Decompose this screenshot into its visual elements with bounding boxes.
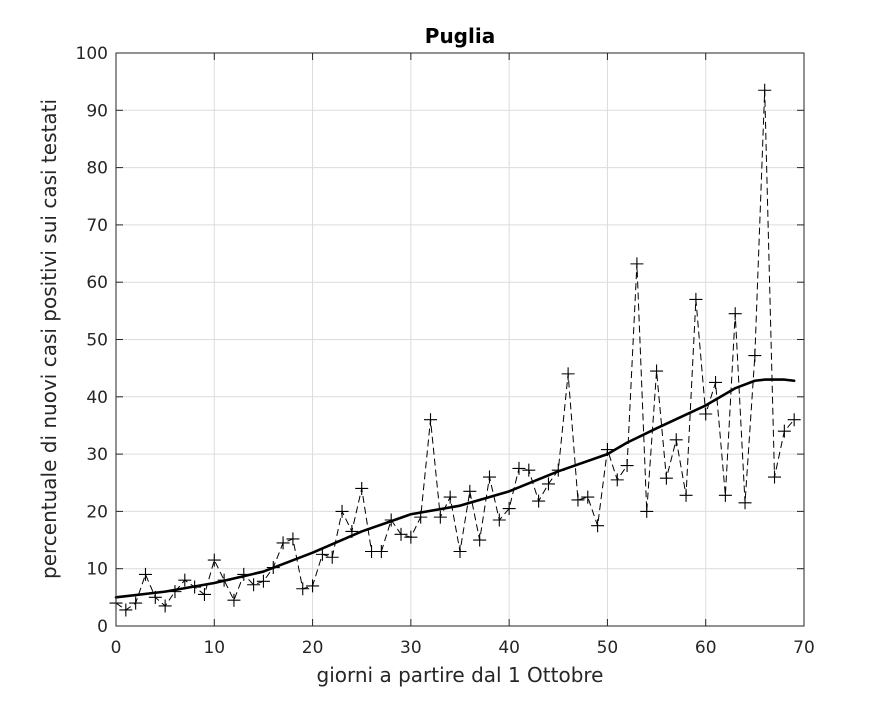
chart-title: Puglia	[425, 24, 495, 48]
y-tick-label: 20	[86, 502, 108, 522]
tick-labels: 0 10 20 30 40 50 60 70 0 10 20 30 40 50 60 70 80 90 100	[76, 44, 815, 658]
y-tick-label: 60	[86, 273, 108, 293]
y-tick-label: 40	[86, 388, 108, 408]
y-tick-label: 70	[86, 216, 108, 236]
data-point-marker	[404, 530, 418, 544]
y-tick-label: 0	[97, 617, 108, 637]
data-point-marker	[335, 504, 349, 518]
data-point-marker	[620, 459, 634, 473]
data-point-marker	[669, 433, 683, 447]
data-point-marker	[571, 493, 585, 507]
y-tick-label: 90	[86, 101, 108, 121]
ticks	[115, 52, 805, 627]
data-point-marker	[758, 83, 772, 97]
data-point-marker	[522, 463, 536, 477]
data-point-marker	[482, 470, 496, 484]
x-tick-label: 40	[498, 638, 520, 658]
data-point-marker	[492, 513, 506, 527]
x-tick-label: 60	[695, 638, 717, 658]
data-point-marker	[247, 578, 261, 592]
data-point-marker	[630, 257, 644, 271]
y-tick-label: 50	[86, 331, 108, 351]
data-point-marker	[699, 407, 713, 421]
data-point-marker	[207, 553, 221, 567]
data-point-marker	[197, 587, 211, 601]
data-point-marker	[610, 473, 624, 487]
data-point-marker	[443, 490, 457, 504]
data-point-marker	[591, 519, 605, 533]
smoothed-trend-line	[114, 378, 796, 599]
data-point-marker	[119, 603, 133, 617]
data-point-marker	[738, 496, 752, 510]
data-point-marker	[689, 292, 703, 306]
data-point-marker	[129, 596, 143, 610]
series-layer	[109, 83, 801, 617]
x-tick-label: 20	[302, 638, 324, 658]
data-point-marker	[296, 582, 310, 596]
data-point-marker	[315, 547, 329, 561]
y-axis-label: percentuale di nuovi casi positivi sui c…	[37, 99, 61, 579]
data-point-marker	[424, 413, 438, 427]
data-point-marker	[787, 413, 801, 427]
x-tick-label: 70	[793, 638, 815, 658]
data-point-marker	[728, 307, 742, 321]
data-point-marker	[178, 573, 192, 587]
data-point-marker	[718, 488, 732, 502]
x-tick-label: 0	[111, 638, 122, 658]
data-point-marker	[679, 488, 693, 502]
data-point-marker	[286, 532, 300, 546]
data-point-marker	[227, 593, 241, 607]
data-point-marker	[138, 567, 152, 581]
data-point-marker	[650, 364, 664, 378]
data-point-marker	[256, 574, 270, 588]
data-point-marker	[532, 494, 546, 508]
data-point-marker	[768, 470, 782, 484]
y-tick-label: 30	[86, 445, 108, 465]
data-point-marker	[306, 579, 320, 593]
data-point-marker	[463, 484, 477, 498]
data-point-marker	[325, 550, 339, 564]
x-tick-label: 10	[203, 638, 225, 658]
x-tick-label: 30	[400, 638, 422, 658]
data-point-marker	[502, 502, 516, 516]
data-point-marker	[748, 349, 762, 363]
data-point-marker	[640, 504, 654, 518]
y-tick-label: 10	[86, 560, 108, 580]
data-point-marker	[374, 545, 388, 559]
data-point-marker	[453, 545, 467, 559]
x-tick-label: 50	[597, 638, 619, 658]
data-point-marker	[659, 471, 673, 485]
x-axis-label: giorni a partire dal 1 Ottobre	[317, 663, 604, 687]
data-point-marker	[433, 510, 447, 524]
data-point-marker	[276, 536, 290, 550]
data-point-marker	[355, 481, 369, 495]
y-tick-label: 80	[86, 159, 108, 179]
data-point-marker	[777, 424, 791, 438]
data-point-marker	[581, 490, 595, 504]
data-point-marker	[394, 527, 408, 541]
data-point-marker	[561, 367, 575, 381]
data-point-marker	[158, 599, 172, 613]
data-point-marker	[541, 477, 555, 491]
y-tick-label: 100	[76, 44, 108, 64]
data-point-marker	[512, 461, 526, 475]
data-point-marker	[709, 375, 723, 389]
data-point-marker	[473, 533, 487, 547]
